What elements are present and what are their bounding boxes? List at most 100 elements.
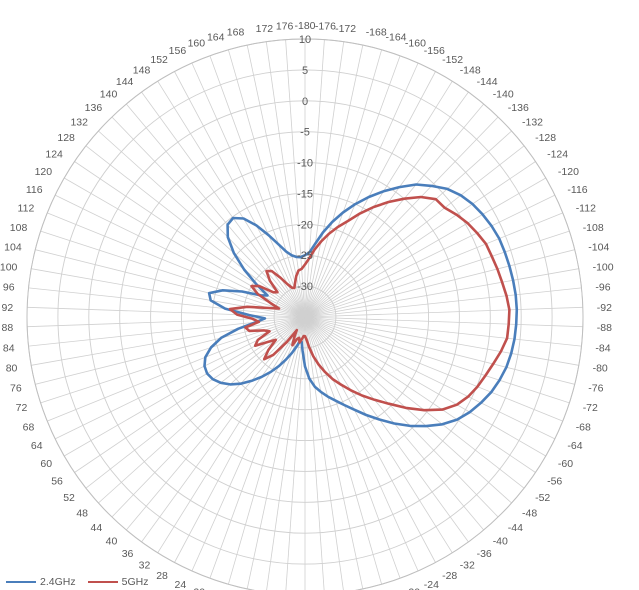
- angle-label: 148: [133, 64, 151, 76]
- grid-ring: [88, 100, 522, 534]
- angle-label: 56: [51, 475, 63, 487]
- spoke-line: [304, 316, 512, 504]
- spoke-line: [304, 212, 563, 318]
- angle-label: -116: [567, 184, 587, 196]
- angle-label: -168: [366, 26, 387, 38]
- spoke-line: [228, 316, 306, 585]
- angle-label: 104: [4, 241, 22, 253]
- spoke-line: [265, 41, 306, 318]
- angle-label: -160: [405, 38, 426, 50]
- spoke-line: [174, 316, 306, 563]
- spoke-line: [304, 41, 345, 318]
- spoke-line: [304, 316, 325, 590]
- outer-ring: [26, 38, 584, 590]
- spoke-line: [35, 249, 306, 318]
- spoke-line: [304, 45, 364, 318]
- radial-tick-label: -10: [297, 158, 313, 170]
- angle-label: -72: [583, 402, 598, 414]
- angle-label: -120: [558, 166, 579, 178]
- spoke-line: [266, 316, 306, 590]
- radial-tick-label: -25: [297, 250, 313, 262]
- spoke-line: [28, 287, 306, 318]
- angle-label: -128: [535, 132, 556, 144]
- angle-label: 168: [227, 26, 245, 38]
- spoke-line: [304, 80, 453, 318]
- legend-swatch-2-4ghz: [6, 581, 36, 583]
- grid-ring: [180, 192, 430, 442]
- angle-label: 44: [91, 522, 103, 534]
- spoke-line: [141, 316, 306, 543]
- angle-label: -32: [460, 560, 475, 572]
- legend-swatch-5ghz: [87, 581, 118, 583]
- angle-label: 96: [3, 282, 15, 294]
- spoke-line: [304, 316, 546, 457]
- spoke-line: [304, 306, 583, 318]
- spoke-line: [285, 316, 306, 590]
- angle-label: 24: [175, 579, 187, 590]
- angle-label: -112: [576, 203, 596, 215]
- spoke-line: [74, 161, 306, 318]
- angle-label: -68: [576, 421, 591, 433]
- angle-label: -172: [335, 23, 356, 35]
- angle-label: -64: [567, 440, 582, 452]
- angle-label: -164: [386, 31, 407, 43]
- angle-label: 40: [106, 536, 118, 548]
- angle-label: -124: [547, 149, 568, 161]
- spoke-line: [304, 316, 419, 572]
- spoke-line: [304, 316, 570, 404]
- angle-label: -140: [493, 88, 514, 100]
- radial-tick-label: -15: [297, 188, 313, 200]
- radial-tick-label: 10: [299, 34, 311, 46]
- angle-label: 176: [276, 21, 294, 33]
- spoke-line: [304, 316, 364, 589]
- angle-label: -52: [535, 492, 550, 504]
- angle-label: -36: [477, 548, 492, 560]
- angle-label: -180: [294, 20, 315, 32]
- angle-label: -96: [595, 282, 610, 294]
- grid-ring: [57, 69, 553, 565]
- spoke-line: [304, 316, 583, 328]
- spoke-line: [228, 49, 306, 318]
- angle-label: -40: [493, 536, 508, 548]
- spoke-line: [304, 316, 536, 473]
- spoke-line: [304, 177, 546, 318]
- spoke-line: [98, 130, 306, 318]
- grid-ring: [273, 285, 337, 349]
- spoke-line: [304, 55, 401, 318]
- angle-labels: -180 -176 -172 -168-164-160-156-152-148-144…: [0, 20, 614, 590]
- spoke-line: [157, 316, 306, 554]
- radial-tick-labels: 10 5 0 -5 -10 -15 -20 -25 -30: [297, 34, 313, 293]
- legend: 2.4GHz 5GHz: [6, 575, 148, 589]
- angle-label: 64: [31, 440, 43, 452]
- spoke-line: [304, 316, 401, 579]
- spoke-line: [304, 316, 469, 543]
- spoke-line: [209, 316, 306, 579]
- spoke-line: [111, 316, 306, 518]
- angle-label: 28: [156, 570, 168, 582]
- spoke-line: [304, 130, 512, 318]
- spoke-line: [304, 316, 579, 366]
- grid-ring: [211, 223, 399, 411]
- legend-label-2-4ghz: 2.4GHz: [40, 576, 76, 588]
- spoke-line: [304, 316, 525, 489]
- angle-label: -132: [522, 117, 543, 129]
- grid-ring: [119, 131, 491, 503]
- spoke-line: [304, 316, 499, 518]
- spoke-line: [27, 316, 306, 328]
- spoke-line: [304, 39, 325, 318]
- angle-label: -80: [593, 363, 608, 375]
- angle-label: 172: [256, 23, 274, 35]
- spoke-line: [304, 316, 563, 422]
- legend-label-5ghz: 5GHz: [121, 576, 149, 588]
- spoke-line: [27, 306, 306, 318]
- angle-label: -44: [508, 522, 523, 534]
- angle-label: 32: [139, 560, 151, 572]
- spoke-line: [304, 49, 382, 318]
- spoke-line: [85, 316, 306, 489]
- spoke-line: [304, 145, 525, 318]
- angle-label: -108: [583, 222, 604, 234]
- angle-label: 20: [193, 586, 205, 590]
- spoke-line: [304, 316, 344, 590]
- angle-label: -88: [597, 322, 612, 334]
